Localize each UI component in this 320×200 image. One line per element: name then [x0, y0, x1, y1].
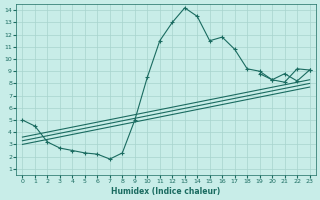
X-axis label: Humidex (Indice chaleur): Humidex (Indice chaleur) — [111, 187, 221, 196]
